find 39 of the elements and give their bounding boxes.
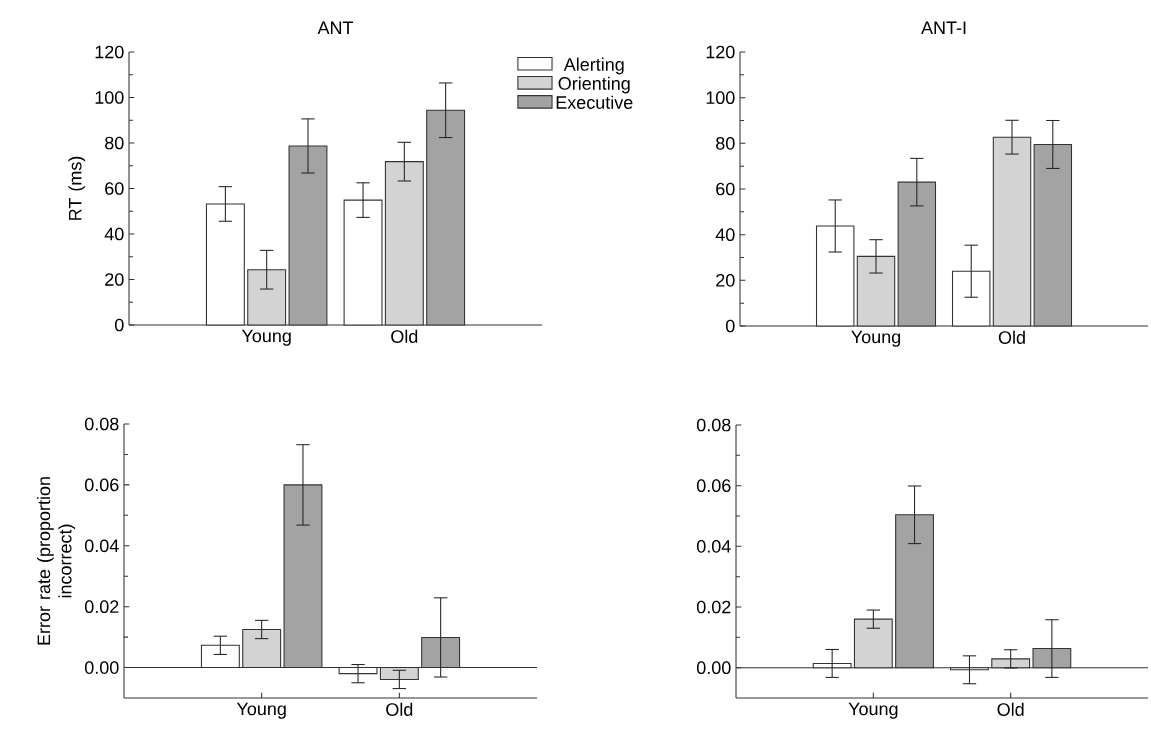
y-tick-label: 120 — [706, 45, 735, 59]
x-tick-label: Old — [998, 330, 1025, 344]
y-tick-label: 0 — [726, 319, 735, 333]
y-tick-label: 100 — [706, 91, 735, 105]
y-tick-label: 0.06 — [696, 479, 731, 493]
y-tick-label: 0 — [115, 318, 124, 332]
y-tick-label: 60 — [105, 182, 124, 195]
y-tick-label: 0.00 — [696, 661, 731, 675]
x-tick-label: Young — [851, 330, 901, 347]
y-tick-label: 40 — [715, 228, 735, 242]
y-tick-label: 0.04 — [84, 539, 119, 553]
x-tick-label: Old — [386, 702, 413, 716]
y-tick-label: 80 — [716, 136, 735, 150]
y-axis-title: Error rate (proportion incorrect) — [37, 477, 76, 645]
y-tick-label: 0.00 — [84, 661, 119, 674]
y-tick-label: 20 — [716, 273, 735, 287]
y-tick-label: 0.04 — [696, 539, 731, 553]
legend-label: Executive — [556, 95, 633, 109]
legend-label: Orienting — [558, 76, 630, 94]
x-tick-label: Young — [241, 329, 291, 346]
y-tick-label: 60 — [716, 182, 735, 196]
y-tick-label: 0.02 — [84, 600, 119, 614]
y-tick-label: 0.08 — [696, 418, 731, 432]
y-tick-label: 80 — [105, 136, 124, 150]
legend-label: Alerting — [563, 57, 624, 75]
y-tick-label: 20 — [105, 273, 124, 286]
x-tick-label: Young — [848, 702, 898, 719]
x-tick-label: Old — [997, 702, 1024, 716]
y-tick-label: 0.06 — [84, 478, 119, 492]
y-tick-label: 40 — [104, 227, 124, 241]
y-axis-title: RT (ms) — [68, 156, 86, 220]
y-tick-label: 0.02 — [696, 600, 731, 614]
y-tick-label: 100 — [95, 91, 124, 104]
x-tick-label: Old — [391, 329, 418, 343]
y-tick-label: 0.08 — [84, 417, 119, 431]
chart-title: ANT-I — [921, 21, 966, 34]
x-tick-label: Young — [236, 702, 286, 719]
chart-title: ANT — [317, 21, 354, 34]
y-tick-label: 120 — [95, 45, 124, 59]
